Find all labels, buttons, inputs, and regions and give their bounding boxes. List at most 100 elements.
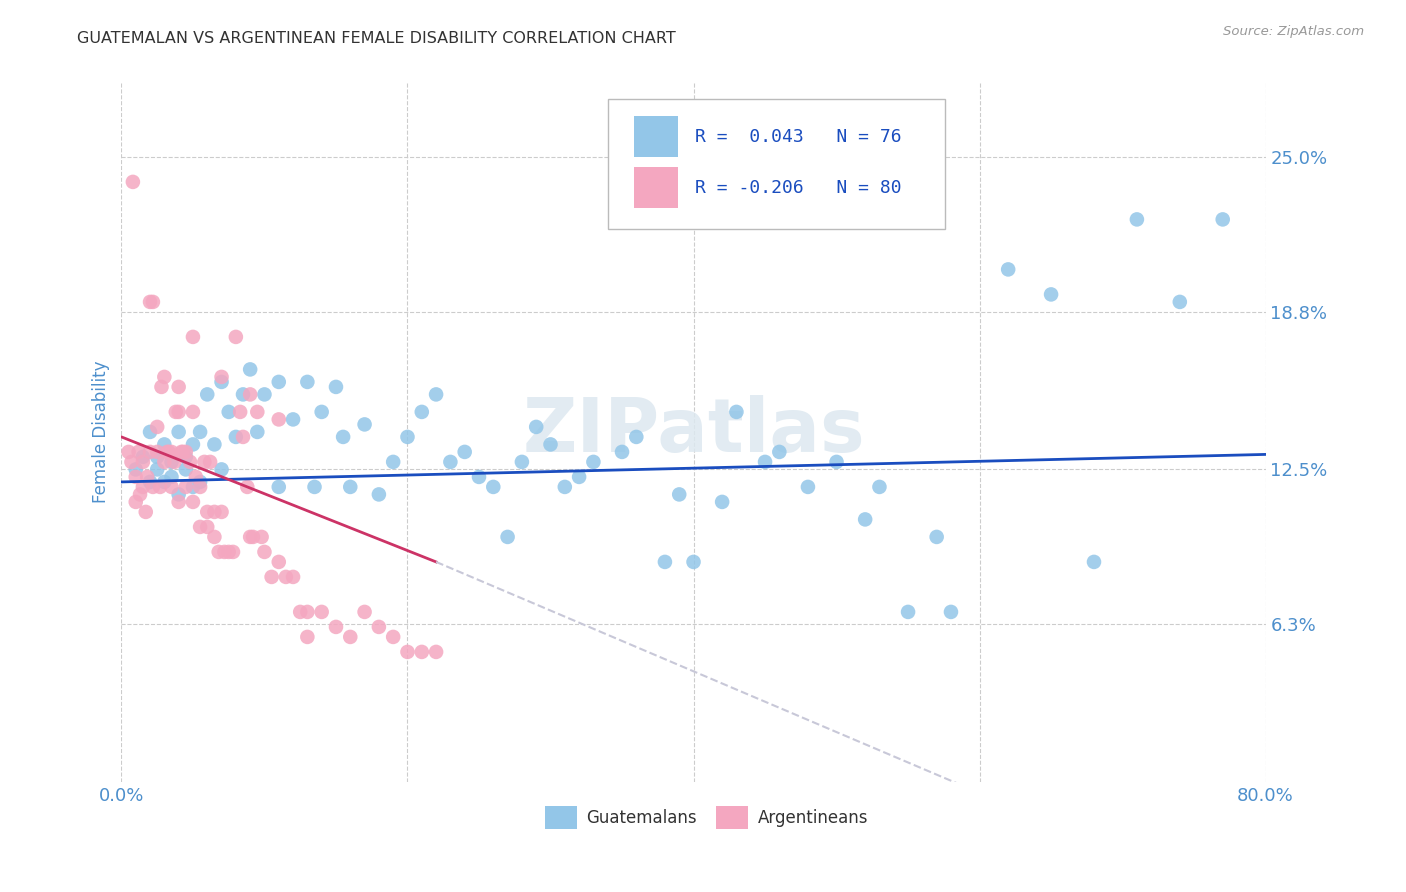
Point — [253, 387, 276, 401]
Point — [174, 450, 197, 464]
Point — [367, 620, 389, 634]
Point — [260, 570, 283, 584]
Point — [188, 480, 211, 494]
Point — [146, 445, 169, 459]
Point — [184, 470, 207, 484]
Point — [582, 455, 605, 469]
Point — [510, 455, 533, 469]
Point — [439, 455, 461, 469]
Point — [1083, 555, 1105, 569]
Point — [311, 605, 333, 619]
Point — [267, 480, 290, 494]
Point — [188, 475, 211, 489]
FancyBboxPatch shape — [717, 806, 748, 829]
Point — [120, 455, 142, 469]
Point — [181, 480, 204, 494]
Point — [939, 605, 962, 619]
Point — [125, 470, 148, 484]
Point — [195, 520, 218, 534]
Point — [496, 530, 519, 544]
Point — [332, 430, 354, 444]
FancyBboxPatch shape — [634, 116, 678, 157]
Point — [281, 412, 304, 426]
Point — [157, 445, 180, 459]
Point — [725, 405, 748, 419]
Point — [236, 480, 259, 494]
Point — [869, 480, 891, 494]
Text: ZIPatlas: ZIPatlas — [522, 395, 865, 468]
Point — [202, 530, 225, 544]
Point — [167, 487, 190, 501]
FancyBboxPatch shape — [544, 806, 576, 829]
Point — [853, 512, 876, 526]
Point — [125, 495, 148, 509]
Point — [454, 445, 477, 459]
Point — [117, 445, 139, 459]
Point — [281, 570, 304, 584]
Point — [250, 530, 273, 544]
Point — [797, 480, 820, 494]
Point — [153, 370, 176, 384]
Point — [353, 417, 375, 432]
Point — [242, 530, 264, 544]
Point — [198, 455, 221, 469]
Point — [711, 495, 734, 509]
Point — [139, 475, 162, 489]
Point — [181, 405, 204, 419]
Point — [239, 530, 262, 544]
Point — [682, 555, 704, 569]
Text: R = -0.206   N = 80: R = -0.206 N = 80 — [695, 178, 901, 196]
Y-axis label: Female Disability: Female Disability — [93, 360, 110, 503]
Point — [246, 405, 269, 419]
Point — [1212, 212, 1234, 227]
Point — [202, 437, 225, 451]
Point — [174, 462, 197, 476]
Point — [997, 262, 1019, 277]
Point — [225, 430, 247, 444]
Point — [339, 630, 361, 644]
Point — [411, 405, 433, 419]
Point — [132, 455, 155, 469]
Point — [267, 412, 290, 426]
Point — [353, 605, 375, 619]
Point — [218, 545, 240, 559]
Point — [167, 425, 190, 439]
Point — [160, 470, 183, 484]
Point — [754, 455, 776, 469]
Point — [568, 470, 591, 484]
Point — [153, 455, 176, 469]
Point — [146, 450, 169, 464]
Point — [768, 445, 790, 459]
Point — [382, 455, 405, 469]
Point — [411, 645, 433, 659]
Point — [396, 430, 419, 444]
Point — [139, 445, 162, 459]
Point — [668, 487, 690, 501]
Point — [122, 175, 145, 189]
Point — [188, 520, 211, 534]
Point — [1126, 212, 1149, 227]
Point — [188, 425, 211, 439]
Point — [167, 405, 190, 419]
Point — [160, 445, 183, 459]
Point — [482, 480, 505, 494]
Point — [172, 445, 194, 459]
Point — [253, 545, 276, 559]
Point — [128, 445, 150, 459]
Point — [297, 375, 319, 389]
Point — [626, 430, 648, 444]
Point — [304, 480, 326, 494]
Point — [142, 480, 165, 494]
Point — [163, 455, 186, 469]
Text: GUATEMALAN VS ARGENTINEAN FEMALE DISABILITY CORRELATION CHART: GUATEMALAN VS ARGENTINEAN FEMALE DISABIL… — [77, 31, 676, 46]
Text: Guatemalans: Guatemalans — [586, 809, 696, 827]
Point — [149, 480, 172, 494]
Text: R =  0.043   N = 76: R = 0.043 N = 76 — [695, 128, 901, 145]
Text: Source: ZipAtlas.com: Source: ZipAtlas.com — [1223, 25, 1364, 38]
Point — [139, 294, 162, 309]
Point — [174, 480, 197, 494]
Point — [524, 420, 547, 434]
Point — [222, 545, 245, 559]
Point — [382, 630, 405, 644]
FancyBboxPatch shape — [634, 168, 678, 208]
